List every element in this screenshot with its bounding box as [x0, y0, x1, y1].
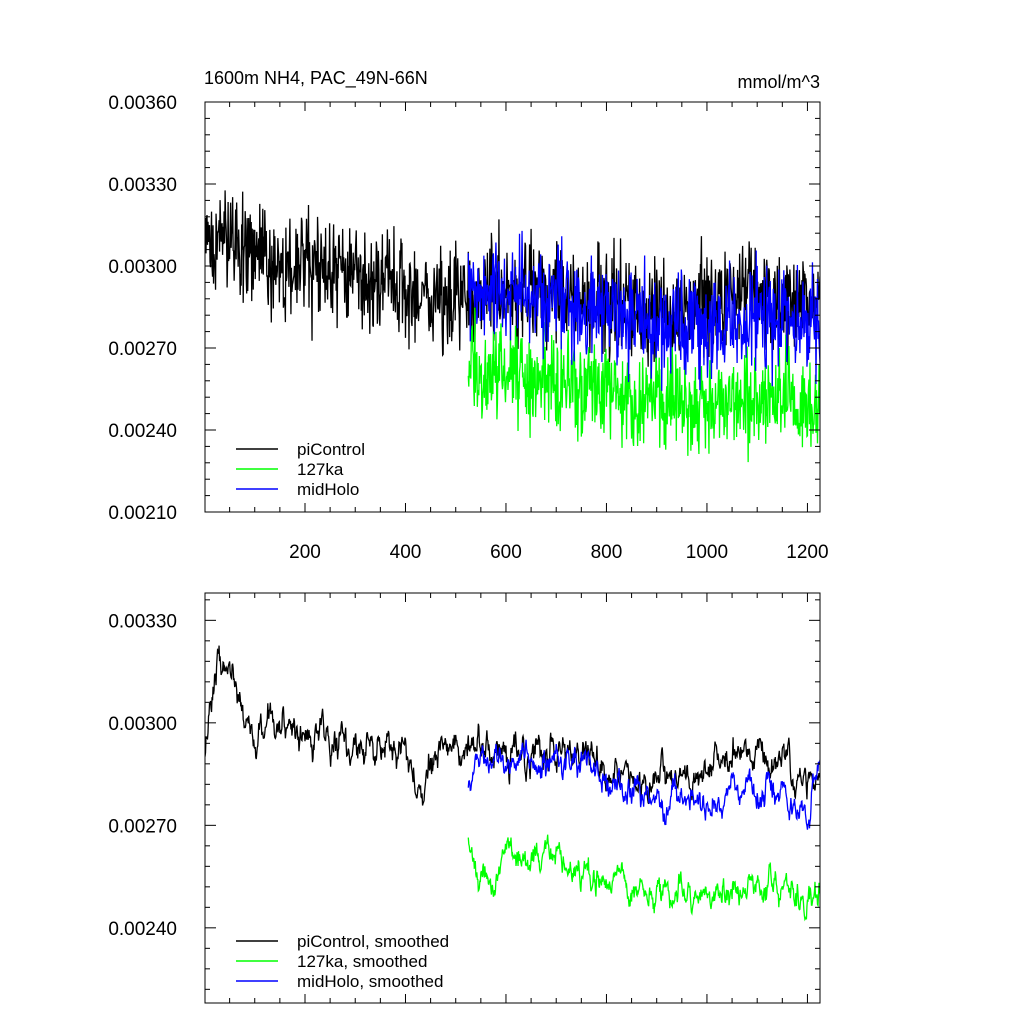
y-tick-label: 0.00270: [108, 339, 177, 360]
series-line-127ka: [467, 307, 820, 463]
bottom-chart: 0.00240 0.00270 0.00300 0.00330 piControl, …: [108, 592, 821, 1004]
series-line-midholo-smoothed: [467, 739, 820, 830]
y-tick-label: 0.00210: [108, 503, 177, 524]
bottom-series-lines: [205, 645, 820, 922]
top-chart: 1600m NH4, PAC_49N-66N mmol/m^3 200 400 60…: [108, 68, 828, 563]
y-tick-label: 0.00270: [108, 816, 177, 837]
legend-label: piControl: [297, 440, 365, 459]
series-line-picontrol-smoothed: [205, 645, 820, 806]
y-tick-label: 0.00300: [108, 257, 177, 278]
legend-label: 127ka, smoothed: [297, 952, 427, 971]
plot-frame: [204, 101, 821, 513]
legend-label: piControl, smoothed: [297, 932, 449, 951]
chart-title: 1600m NH4, PAC_49N-66N: [204, 68, 428, 89]
plot-frame: [204, 592, 821, 1004]
y-tick-label: 0.00300: [108, 714, 177, 735]
x-tick-label: 400: [390, 542, 422, 563]
x-tick-label: 1200: [786, 542, 828, 563]
legend-label: midHolo: [297, 480, 359, 499]
y-tick-label: 0.00330: [108, 175, 177, 196]
legend-label: 127ka: [297, 460, 344, 479]
y-tick-label: 0.00360: [108, 93, 177, 114]
bottom-axes: 0.00240 0.00270 0.00300 0.00330: [108, 592, 821, 1004]
units-label: mmol/m^3: [738, 72, 820, 92]
series-line-127ka-smoothed: [467, 834, 820, 922]
legend-label: midHolo, smoothed: [297, 972, 443, 991]
x-tick-label: 200: [289, 542, 321, 563]
top-series-lines: [205, 190, 820, 463]
x-tick-label: 600: [490, 542, 522, 563]
x-tick-label: 800: [591, 542, 623, 563]
series-line-picontrol: [205, 190, 820, 367]
x-tick-label: 1000: [686, 542, 728, 563]
series-line-midholo: [467, 230, 820, 391]
y-tick-label: 0.00330: [108, 611, 177, 632]
y-tick-label: 0.00240: [108, 421, 177, 442]
y-tick-label: 0.00240: [108, 919, 177, 940]
top-axes: 200 400 600 800 1000 1200 0.00210 0.00240 0.0027…: [108, 93, 828, 563]
